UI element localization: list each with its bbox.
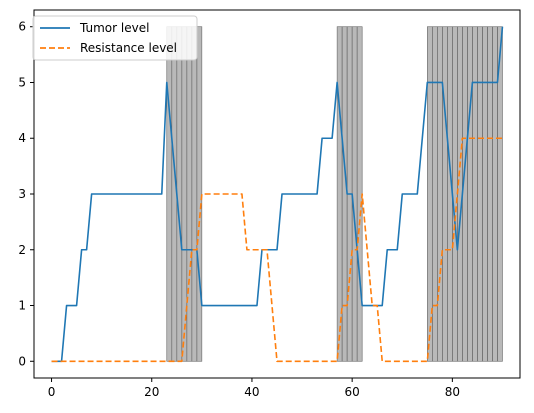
resistance-level-line	[51, 137, 503, 363]
x-tick-label: 40	[244, 385, 259, 399]
treatment-bar	[166, 26, 173, 362]
legend-box	[32, 15, 198, 61]
treatment-bar	[472, 26, 478, 362]
y-tick-label: 4	[18, 131, 26, 145]
y-tick-label: 2	[18, 243, 26, 257]
treatment-bar	[191, 26, 198, 362]
treatment-bar	[196, 26, 203, 362]
treatment-bar	[482, 26, 488, 362]
y-tick-label: 5	[18, 75, 26, 89]
treatment-bar	[442, 26, 448, 362]
treatment-bars-layer	[166, 26, 503, 362]
x-tick-label: 0	[48, 385, 56, 399]
treatment-bar	[432, 26, 438, 362]
treatment-bar	[487, 26, 493, 362]
treatment-bar	[477, 26, 483, 362]
y-tick-label: 1	[18, 299, 26, 313]
legend: Tumor level Resistance level	[32, 15, 198, 61]
y-tick-label: 3	[18, 187, 26, 201]
legend-resistance-label: Resistance level	[80, 41, 177, 55]
axis-ticks-layer: 0 20 40 60 80 0 1 2 3 4 5 6	[18, 20, 460, 399]
tumor-level-line	[51, 26, 504, 363]
treatment-bar	[437, 26, 443, 362]
treatment-bar	[467, 26, 473, 362]
x-tick-label: 20	[144, 385, 159, 399]
series-lines-layer	[51, 26, 504, 363]
treatment-bar	[492, 26, 498, 362]
treatment-bar	[497, 26, 503, 362]
treatment-bar	[186, 26, 193, 362]
x-tick-label: 60	[345, 385, 360, 399]
y-tick-label: 0	[18, 354, 26, 368]
x-tick-label: 80	[445, 385, 460, 399]
y-tick-label: 6	[18, 20, 26, 34]
legend-tumor-label: Tumor level	[79, 21, 149, 35]
